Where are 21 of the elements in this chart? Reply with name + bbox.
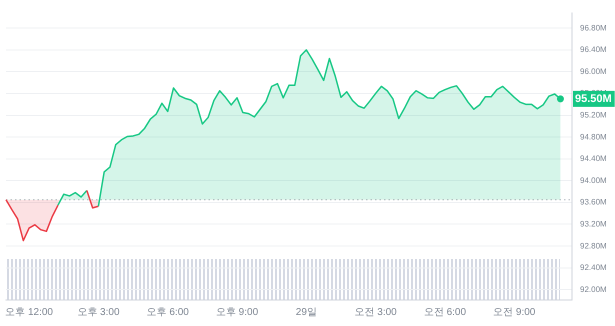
x-tick-label: 오후 9:00 [216,306,259,318]
y-tick-label: 92.00M [580,284,608,294]
x-tick-label: 오전 9:00 [493,306,536,318]
y-tick-label: 96.80M [580,23,608,32]
x-tick-label: 오전 3:00 [354,306,398,318]
y-tick-label: 96.00M [580,66,608,76]
x-tick-label: 29일 [296,306,317,318]
y-tick-label: 95.20M [580,110,608,120]
annotation: 95.50M [575,92,612,105]
y-tick-label: 94.00M [580,176,608,185]
x-tick-label: 오후 3:00 [77,306,120,318]
x-tick-label: 오전 6:00 [424,306,466,318]
y-tick-label: 93.60M [580,198,608,207]
y-tick-label: 94.80M [580,132,608,142]
y-tick-label: 93.20M [580,219,608,228]
y-tick-label: 92.80M [580,241,608,250]
x-tick-label: 오후 12:00 [5,306,54,318]
y-tick-label: 92.40M [580,263,608,272]
x-tick-label: 오후 6:00 [146,306,190,318]
y-tick-label: 96.40M [580,45,608,54]
y-tick-label: 94.40M [580,154,608,164]
